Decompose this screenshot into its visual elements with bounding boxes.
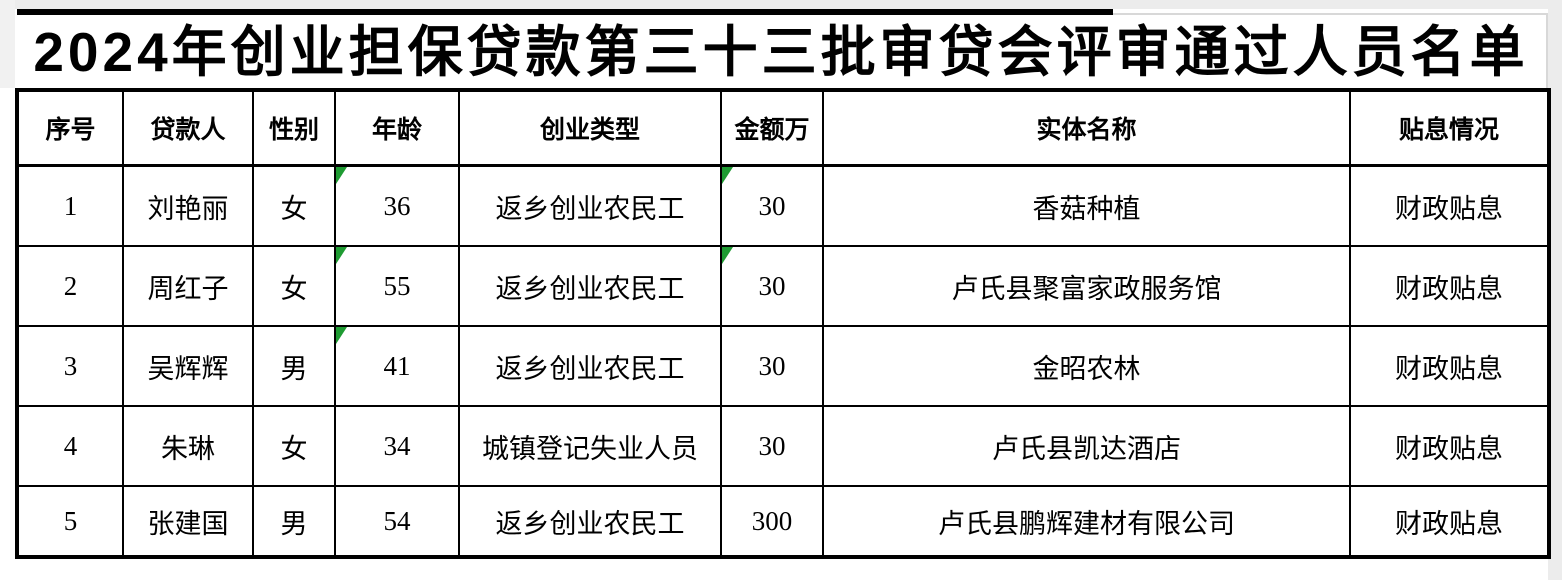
cell-name[interactable]: 张建国 bbox=[122, 485, 254, 558]
cell-age-value: 41 bbox=[383, 350, 411, 381]
cell-age-value: 54 bbox=[383, 505, 411, 536]
cell-entity[interactable]: 金昭农林 bbox=[822, 325, 1351, 407]
cell-type[interactable]: 返乡创业农民工 bbox=[458, 245, 722, 327]
table-row: 3 吴辉辉 男 41 返乡创业农民工 30 金昭农林 财政贴息 bbox=[16, 325, 1550, 407]
cell-entity[interactable]: 卢氏县鹏辉建材有限公司 bbox=[822, 485, 1351, 558]
cell-age-value: 34 bbox=[383, 430, 411, 461]
cell-subsidy[interactable]: 财政贴息 bbox=[1349, 245, 1550, 327]
header-type[interactable]: 创业类型 bbox=[458, 89, 722, 167]
title-top-border bbox=[17, 9, 1113, 15]
cell-amount[interactable]: 30 bbox=[720, 164, 824, 247]
header-subsidy[interactable]: 贴息情况 bbox=[1349, 89, 1550, 167]
error-check-triangle-icon bbox=[337, 167, 347, 184]
header-gender[interactable]: 性别 bbox=[252, 89, 336, 167]
cell-entity[interactable]: 香菇种植 bbox=[822, 164, 1351, 247]
table-row: 2 周红子 女 55 返乡创业农民工 30 卢氏县聚富家政服务馆 财政贴息 bbox=[16, 245, 1550, 327]
cell-gender[interactable]: 男 bbox=[252, 325, 336, 407]
cell-amount[interactable]: 30 bbox=[720, 245, 824, 327]
cell-amount[interactable]: 30 bbox=[720, 405, 824, 487]
cell-name[interactable]: 吴辉辉 bbox=[122, 325, 254, 407]
cell-type[interactable]: 返乡创业农民工 bbox=[458, 485, 722, 558]
cell-no[interactable]: 5 bbox=[16, 485, 124, 558]
cell-name[interactable]: 周红子 bbox=[122, 245, 254, 327]
loan-approval-sheet: 2024年创业担保贷款第三十三批审贷会评审通过人员名单 序号 贷款人 性别 年龄… bbox=[15, 9, 1551, 559]
header-row: 序号 贷款人 性别 年龄 创业类型 金额万 实体名称 贴息情况 bbox=[16, 89, 1550, 167]
title-top-hairline bbox=[1113, 13, 1548, 15]
error-check-triangle-icon bbox=[337, 328, 347, 344]
cell-subsidy[interactable]: 财政贴息 bbox=[1349, 405, 1550, 487]
cell-age-value: 36 bbox=[383, 190, 411, 221]
cell-gender[interactable]: 女 bbox=[252, 164, 336, 247]
cell-amount[interactable]: 300 bbox=[720, 485, 824, 558]
cell-entity[interactable]: 卢氏县聚富家政服务馆 bbox=[822, 245, 1351, 327]
cell-amount-value: 300 bbox=[751, 505, 793, 536]
table-row: 4 朱琳 女 34 城镇登记失业人员 30 卢氏县凯达酒店 财政贴息 bbox=[16, 405, 1550, 487]
cell-amount-value: 30 bbox=[758, 270, 786, 301]
header-name[interactable]: 贷款人 bbox=[122, 89, 254, 167]
cell-type[interactable]: 返乡创业农民工 bbox=[458, 164, 722, 247]
cell-no[interactable]: 3 bbox=[16, 325, 124, 407]
cell-amount-value: 30 bbox=[758, 350, 786, 381]
cell-gender[interactable]: 女 bbox=[252, 405, 336, 487]
cell-amount-value: 30 bbox=[758, 190, 786, 221]
error-check-triangle-icon bbox=[337, 248, 347, 264]
cell-name[interactable]: 朱琳 bbox=[122, 405, 254, 487]
cell-age[interactable]: 34 bbox=[334, 405, 460, 487]
error-check-triangle-icon bbox=[723, 167, 733, 184]
header-no[interactable]: 序号 bbox=[16, 89, 124, 167]
cell-entity[interactable]: 卢氏县凯达酒店 bbox=[822, 405, 1351, 487]
page-title: 2024年创业担保贷款第三十三批审贷会评审通过人员名单 bbox=[33, 21, 1529, 83]
cell-age-value: 55 bbox=[383, 270, 411, 301]
table-row: 5 张建国 男 54 返乡创业农民工 300 卢氏县鹏辉建材有限公司 财政贴息 bbox=[16, 485, 1550, 558]
cell-name[interactable]: 刘艳丽 bbox=[122, 164, 254, 247]
cell-age[interactable]: 54 bbox=[334, 485, 460, 558]
header-amount[interactable]: 金额万 bbox=[720, 89, 824, 167]
cell-age[interactable]: 55 bbox=[334, 245, 460, 327]
cell-subsidy[interactable]: 财政贴息 bbox=[1349, 164, 1550, 247]
error-check-triangle-icon bbox=[723, 248, 733, 264]
sheet-margin-left bbox=[0, 0, 15, 88]
header-entity[interactable]: 实体名称 bbox=[822, 89, 1351, 167]
cell-type[interactable]: 城镇登记失业人员 bbox=[458, 405, 722, 487]
cell-gender[interactable]: 女 bbox=[252, 245, 336, 327]
sheet-margin-right bbox=[1548, 0, 1562, 580]
cell-age[interactable]: 41 bbox=[334, 325, 460, 407]
sheet-margin-top bbox=[0, 0, 1562, 9]
approved-persons-table: 序号 贷款人 性别 年龄 创业类型 金额万 实体名称 贴息情况 1 刘艳丽 女 … bbox=[15, 88, 1551, 559]
cell-subsidy[interactable]: 财政贴息 bbox=[1349, 325, 1550, 407]
cell-no[interactable]: 4 bbox=[16, 405, 124, 487]
cell-subsidy[interactable]: 财政贴息 bbox=[1349, 485, 1550, 558]
title-cell[interactable]: 2024年创业担保贷款第三十三批审贷会评审通过人员名单 bbox=[15, 9, 1548, 88]
cell-no[interactable]: 1 bbox=[16, 164, 124, 247]
cell-age[interactable]: 36 bbox=[334, 164, 460, 247]
header-age[interactable]: 年龄 bbox=[334, 89, 460, 167]
cell-amount-value: 30 bbox=[758, 430, 786, 461]
cell-amount[interactable]: 30 bbox=[720, 325, 824, 407]
cell-no[interactable]: 2 bbox=[16, 245, 124, 327]
table-row: 1 刘艳丽 女 36 返乡创业农民工 30 香菇种植 财政贴息 bbox=[16, 164, 1550, 247]
title-right-hairline bbox=[1546, 13, 1548, 88]
cell-gender[interactable]: 男 bbox=[252, 485, 336, 558]
cell-type[interactable]: 返乡创业农民工 bbox=[458, 325, 722, 407]
